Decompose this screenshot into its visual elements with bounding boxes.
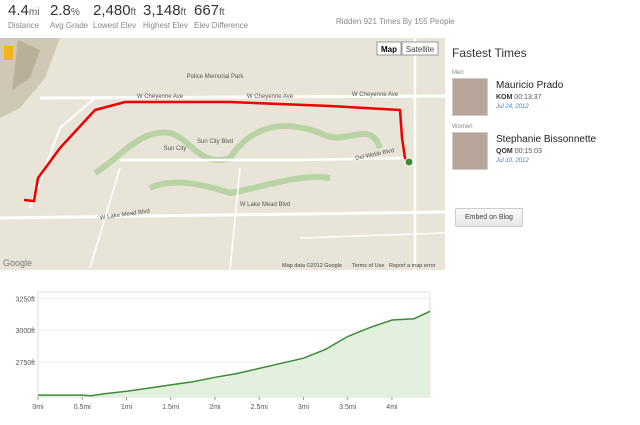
- stat-value-line: 2.8%: [50, 2, 88, 20]
- elevation-chart: 2750ft 3000ft 3250ft 0mi 0.5mi 1mi 1.5mi 2mi 2.5…: [16, 291, 431, 411]
- x-tick-label: 1mi: [121, 404, 133, 411]
- elevation-area: [38, 311, 430, 397]
- stat: 667ft Elev Difference: [194, 2, 248, 30]
- stat-label: Elev Difference: [194, 21, 249, 30]
- rank: KOM: [496, 94, 513, 101]
- stat-value: 667: [194, 2, 220, 19]
- ridden-count: Ridden 921 Times By 155 People: [336, 17, 455, 26]
- rank: QOM: [496, 148, 513, 155]
- stat: 3,148ft Highest Elev: [143, 2, 188, 30]
- elevation-line: [38, 310, 431, 397]
- stat: 4.4mi Distance: [8, 2, 39, 30]
- street-label: Police Memorial Park: [187, 74, 245, 80]
- map-button-label[interactable]: Map: [381, 45, 397, 54]
- x-tick-label: 1.5mi: [162, 404, 180, 411]
- map-button-label[interactable]: Satellite: [406, 45, 435, 54]
- stat-value-line: 667ft: [194, 2, 248, 20]
- stat: 2,480ft Lowest Elev: [93, 2, 136, 30]
- athlete-name[interactable]: Mauricio Prado: [496, 80, 564, 91]
- athlete-row: Stephanie Bissonnette QOM 00:15:03 Jul 10,…: [452, 132, 637, 172]
- map-button[interactable]: [376, 41, 402, 56]
- x-tick-label: 0.5mi: [74, 404, 92, 411]
- street-label: W Cheyenne Ave: [137, 94, 184, 100]
- stat-value: 2.8: [50, 2, 71, 19]
- stat-value-line: 2,480ft: [93, 2, 136, 20]
- stat-value: 4.4: [8, 2, 29, 19]
- date: Jul 24, 2012: [496, 104, 529, 110]
- stat-label: Avg Grade: [50, 21, 89, 30]
- map: Police Memorial Park W Cheyenne Ave W Chey…: [0, 38, 445, 270]
- map-attribution: Map data ©2012 Google: [282, 262, 342, 269]
- stat-unit: ft: [130, 7, 137, 18]
- map-report[interactable]: Report a map error: [389, 263, 436, 269]
- group-label: Men: [452, 70, 464, 76]
- stat-unit: ft: [219, 7, 225, 18]
- stat-value: 2,480: [93, 2, 131, 19]
- time: 00:15:03: [514, 148, 542, 155]
- x-tick-label: 3.5mi: [339, 404, 357, 411]
- stat-unit: ft: [180, 7, 187, 18]
- y-tick-label: 3250ft: [16, 296, 36, 303]
- y-tick-label: 3000ft: [16, 328, 36, 335]
- stat: 2.8% Avg Grade: [50, 2, 88, 30]
- athlete-row: Mauricio Prado KOM 00:13:37 Jul 24, 2012: [452, 78, 637, 118]
- stat-value-line: 3,148ft: [143, 2, 188, 20]
- x-tick-label: 4mi: [386, 404, 398, 411]
- stat-label: Distance: [8, 21, 40, 30]
- stat-label: Highest Elev: [143, 21, 188, 30]
- x-tick-label: 3mi: [298, 404, 310, 411]
- stat-unit: %: [70, 7, 80, 18]
- date: Jul 10, 2012: [496, 158, 529, 164]
- time-line: QOM 00:15:03: [496, 148, 542, 155]
- map-logo: Google: [3, 258, 32, 268]
- stat-label: Lowest Elev: [93, 21, 137, 30]
- section-title: Fastest Times: [452, 46, 527, 60]
- time: 00:13:37: [514, 94, 542, 101]
- street-label: Sun City: [164, 146, 187, 152]
- avatar: [452, 78, 488, 116]
- street-label: W Lake Mead Blvd: [240, 202, 290, 208]
- fastest-times: Fastest Times Men Mauricio Prado KOM 00:13…: [452, 46, 637, 178]
- athlete-name[interactable]: Stephanie Bissonnette: [496, 134, 597, 145]
- embed-button[interactable]: Embed on Blog: [455, 208, 523, 227]
- avatar: [452, 132, 488, 170]
- x-tick-label: 2mi: [209, 404, 221, 411]
- stat-unit: mi: [28, 7, 40, 18]
- y-tick-label: 2750ft: [16, 360, 36, 367]
- map-terms[interactable]: Terms of Use: [352, 263, 384, 269]
- time-line: KOM 00:13:37: [496, 94, 542, 101]
- stat-value-line: 4.4mi: [8, 2, 39, 20]
- x-tick-label: 2.5mi: [251, 404, 269, 411]
- x-tick-label: 0mi: [32, 404, 44, 411]
- map-button[interactable]: [401, 41, 439, 56]
- stat-value: 3,148: [143, 2, 181, 19]
- street-label: W Cheyenne Ave: [247, 94, 294, 100]
- street-label: Sun City Blvd: [197, 139, 233, 145]
- street-label: W Cheyenne Ave: [352, 92, 399, 98]
- group-label: Women: [452, 124, 473, 130]
